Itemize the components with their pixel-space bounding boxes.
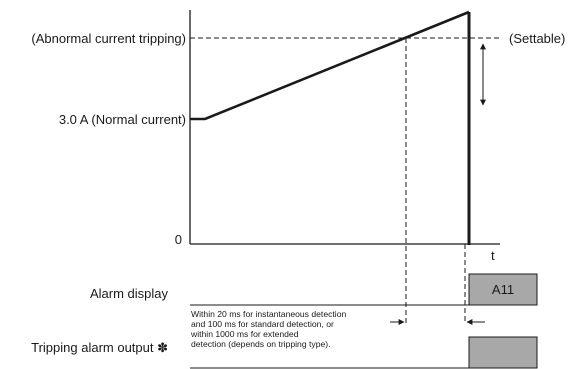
abnormal-current-label: (Abnormal current tripping) <box>31 31 186 46</box>
tripping-output-box <box>468 336 538 369</box>
tripping-output-label: Tripping alarm output ✽ <box>31 340 168 355</box>
note-line-1: Within 20 ms for instantaneous detection <box>191 309 346 319</box>
settable-label: (Settable) <box>509 31 565 46</box>
note-line-2: and 100 ms for standard detection, or <box>191 319 334 329</box>
alarm-display-box <box>468 273 538 306</box>
t-axis-label: t <box>491 248 495 263</box>
alarm-code: A11 <box>492 282 514 297</box>
normal-current-label: 3.0 A (Normal current) <box>59 112 186 127</box>
alarm-display-label: Alarm display <box>90 286 169 301</box>
detection-time-note: Within 20 ms for instantaneous detection… <box>190 309 349 349</box>
note-line-3: within 1000 ms for extended <box>190 329 299 339</box>
note-line-4: detection (depends on tripping type). <box>191 339 331 349</box>
current-waveform <box>190 10 470 121</box>
zero-label: 0 <box>175 232 182 247</box>
